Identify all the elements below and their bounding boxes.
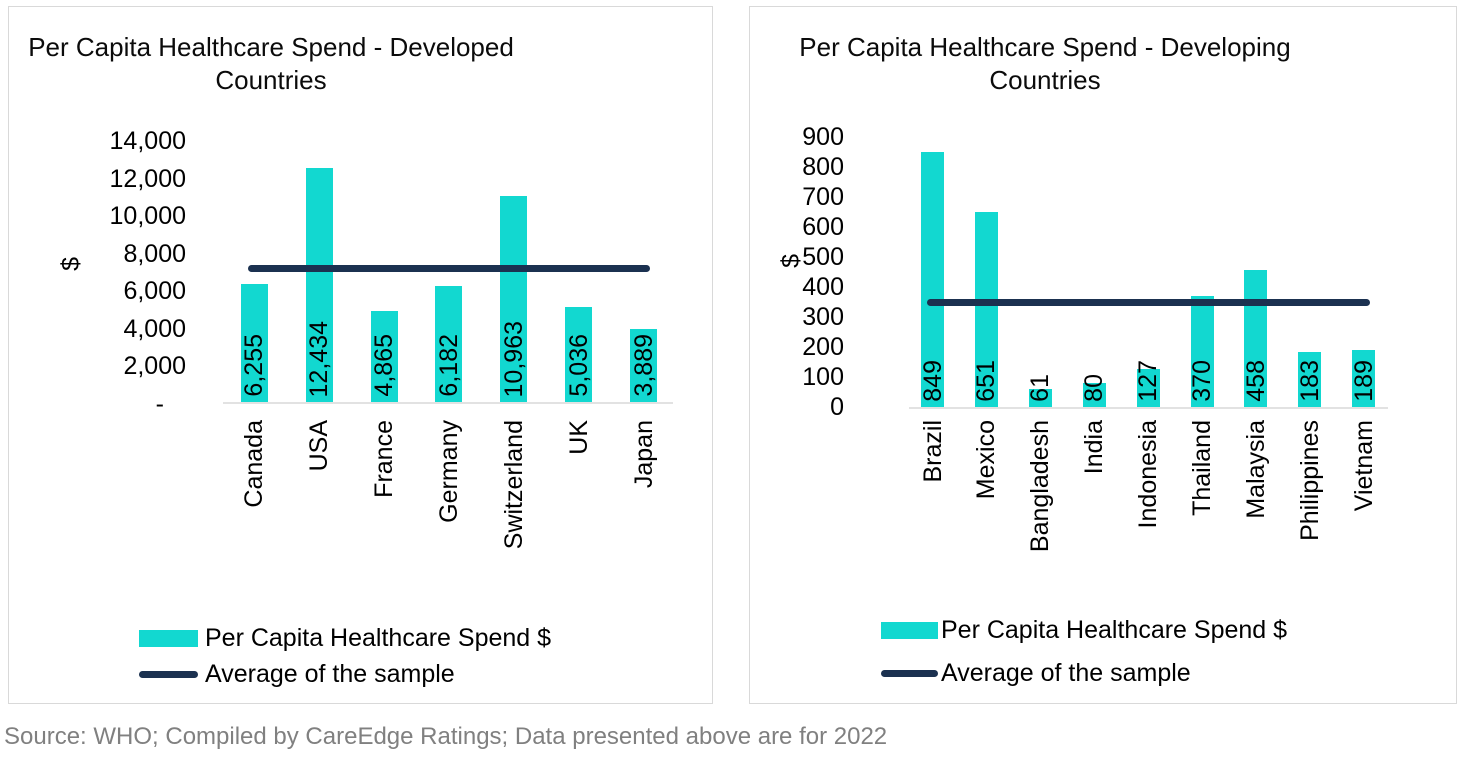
bar-value-label: 80	[1080, 374, 1109, 402]
bar	[240, 284, 268, 402]
bar	[1136, 368, 1160, 407]
bar	[370, 310, 398, 402]
category-label: Japan	[629, 420, 658, 489]
y-tick-label: 100	[802, 363, 844, 391]
legend-swatch-line	[139, 670, 198, 678]
category-label: Switzerland	[499, 420, 528, 550]
bar	[630, 328, 658, 402]
y-tick-label: 900	[802, 123, 844, 151]
bar-value-label: 849	[918, 360, 947, 402]
bar	[435, 285, 463, 402]
legend-swatch-line	[881, 669, 938, 677]
chart-title-line: Per Capita Healthcare Spend - Developing	[799, 32, 1291, 62]
average-line	[926, 298, 1370, 306]
y-tick-label: 6,000	[123, 277, 186, 306]
source-note: Source: WHO; Compiled by CareEdge Rating…	[4, 723, 888, 750]
bar-value-label: 12,434	[305, 320, 334, 397]
category-label: USA	[305, 420, 334, 472]
chart-title: Per Capita Healthcare Spend - Developing…	[745, 31, 1345, 97]
y-tick-label: 8,000	[123, 239, 186, 268]
y-tick-label: 600	[802, 213, 844, 241]
category-label: France	[370, 420, 399, 498]
y-tick-label: 200	[802, 333, 844, 361]
chart-panel-developed-countries: Per Capita Healthcare Spend - Developed C…	[8, 6, 713, 704]
y-tick-label: 800	[802, 153, 844, 181]
category-label: UK	[564, 420, 593, 455]
x-axis-line	[909, 407, 1388, 409]
bar-value-label: 4,865	[370, 334, 399, 397]
category-label: Philippines	[1295, 420, 1324, 541]
bar	[921, 152, 944, 407]
bar-value-label: 61	[1026, 374, 1055, 402]
category-label: Canada	[240, 420, 269, 508]
chart-panel-developing-countries: Per Capita Healthcare Spend - Developing…	[749, 6, 1457, 704]
y-tick-label: -	[155, 389, 164, 418]
y-tick-label: 700	[802, 183, 844, 211]
y-tick-label: 500	[802, 243, 844, 271]
bar-value-label: 370	[1188, 360, 1216, 402]
legend-label-bar-series: Per Capita Healthcare Spend $	[205, 624, 552, 652]
bar	[1298, 352, 1322, 407]
bar	[1028, 388, 1052, 407]
y-tick-label: 4,000	[123, 314, 186, 343]
bar	[500, 196, 528, 402]
average-line	[248, 265, 650, 273]
category-label: Mexico	[972, 420, 1001, 500]
legend-label-line-series: Average of the sample	[205, 660, 455, 688]
category-label: Thailand	[1188, 420, 1216, 516]
bar	[1190, 296, 1214, 407]
category-label: Bangladesh	[1026, 420, 1055, 553]
legend-label-bar-series: Per Capita Healthcare Spend $	[941, 616, 1288, 644]
bar-value-label: 458	[1241, 360, 1270, 402]
y-tick-label: 14,000	[109, 127, 186, 155]
category-label: Germany	[434, 420, 463, 523]
y-tick-label: 400	[802, 273, 844, 301]
bar-value-label: 651	[972, 360, 1001, 402]
y-tick-label: 0	[830, 393, 844, 421]
category-label: Brazil	[918, 420, 947, 483]
bar	[974, 211, 998, 407]
legend-swatch-bar	[139, 629, 198, 647]
bar-value-label: 127	[1134, 360, 1163, 402]
bar	[565, 307, 593, 402]
bar	[305, 168, 333, 402]
category-label: Vietnam	[1349, 420, 1378, 512]
y-tick-label: 12,000	[109, 164, 186, 193]
chart-title-line: Countries	[989, 65, 1101, 95]
bar	[1082, 383, 1106, 407]
legend-label-line-series: Average of the sample	[941, 659, 1191, 687]
bar-value-label: 183	[1295, 360, 1324, 402]
bar-value-label: 5,036	[564, 334, 593, 397]
y-tick-label: 10,000	[109, 202, 186, 231]
legend-swatch-bar	[881, 621, 938, 639]
bar-value-label: 3,889	[629, 334, 658, 397]
chart-title-line: Per Capita Healthcare Spend - Developed	[28, 32, 514, 62]
bar-value-label: 10,963	[499, 320, 528, 397]
chart-title: Per Capita Healthcare Spend - Developed C…	[0, 31, 571, 97]
x-axis-line	[223, 402, 673, 404]
bar-value-label: 189	[1349, 360, 1378, 402]
chart-title-line: Countries	[215, 65, 327, 95]
bar-value-label: 6,255	[240, 334, 269, 397]
category-label: India	[1080, 420, 1109, 475]
y-tick-label: 300	[802, 303, 844, 331]
category-label: Indonesia	[1134, 420, 1163, 529]
y-tick-label: 2,000	[123, 352, 186, 381]
bar-value-label: 6,182	[434, 334, 463, 397]
category-label: Malaysia	[1241, 420, 1270, 519]
bar	[1352, 350, 1376, 407]
